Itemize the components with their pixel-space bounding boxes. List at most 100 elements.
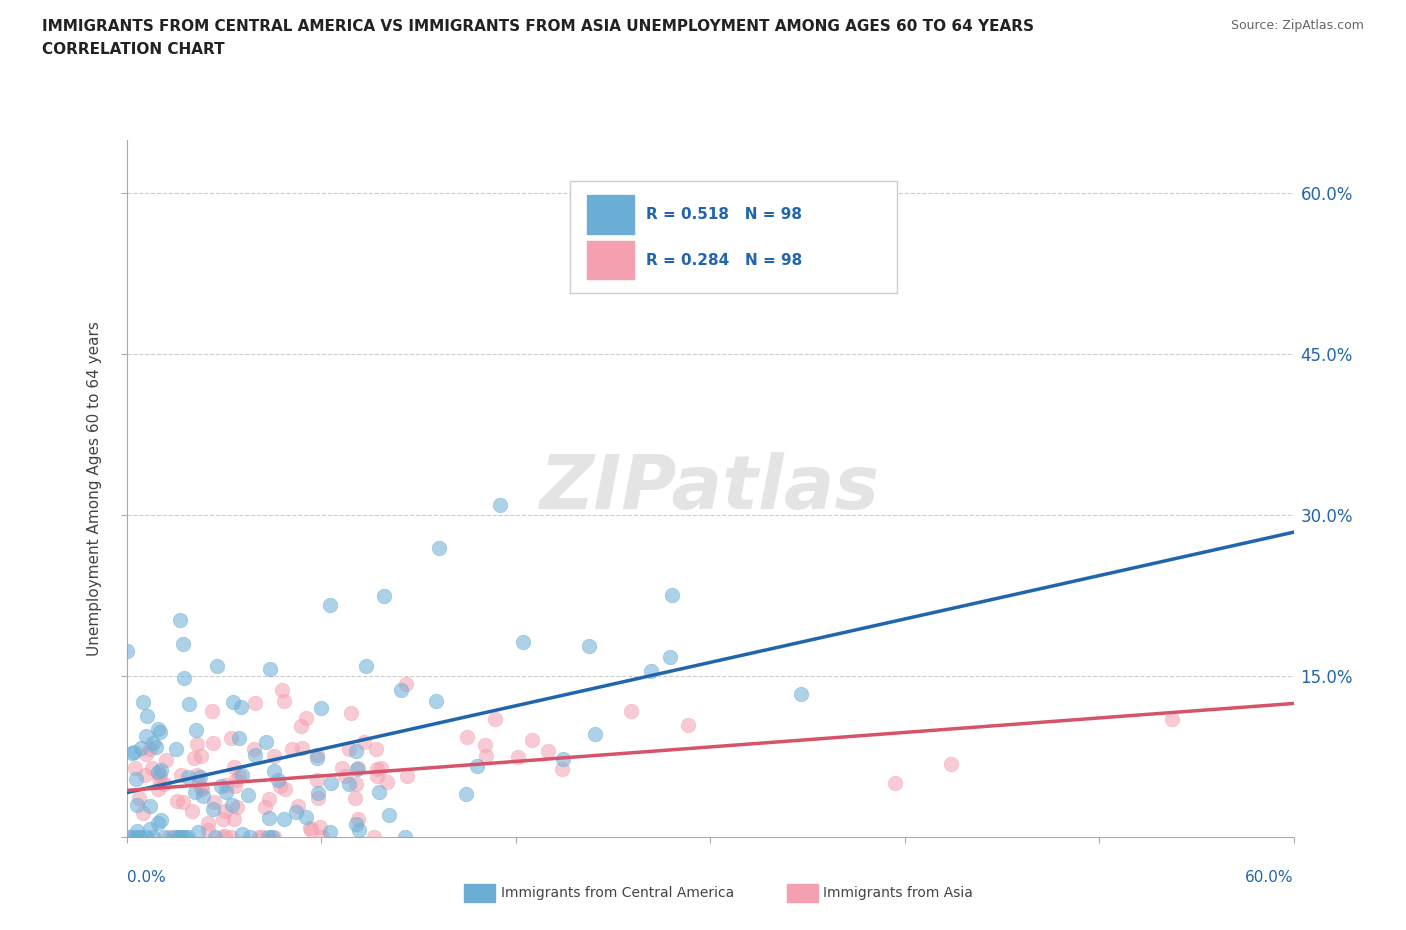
Point [340, 706, 363, 721]
Point [309, 819, 332, 834]
Point [172, 636, 194, 651]
Point [124, 761, 146, 776]
Bar [588, 195, 634, 233]
Point [346, 762, 368, 777]
Text: IMMIGRANTS FROM CENTRAL AMERICA VS IMMIGRANTS FROM ASIA UNEMPLOYMENT AMONG AGES : IMMIGRANTS FROM CENTRAL AMERICA VS IMMIG… [42, 19, 1035, 33]
Point [145, 739, 167, 754]
Point [263, 830, 285, 844]
Point [201, 736, 224, 751]
Point [262, 830, 284, 844]
Point [321, 776, 343, 790]
Point [190, 749, 212, 764]
Point [205, 658, 228, 673]
Point [274, 782, 297, 797]
Point [146, 764, 169, 779]
Point [299, 820, 322, 835]
Point [344, 817, 367, 831]
Point [118, 830, 141, 844]
Point [389, 683, 412, 698]
Point [640, 664, 662, 679]
Point [229, 699, 252, 714]
Point [172, 795, 194, 810]
Point [201, 704, 224, 719]
Point [456, 787, 478, 802]
Point [790, 686, 813, 701]
Point [177, 696, 200, 711]
Point [166, 830, 188, 844]
Point [212, 812, 235, 827]
Point [132, 805, 155, 820]
Point [139, 799, 162, 814]
Point [162, 830, 184, 844]
Point [308, 790, 330, 805]
Point [512, 634, 534, 649]
Point [186, 824, 208, 839]
Point [226, 800, 249, 815]
Point [152, 830, 174, 844]
Point [366, 761, 388, 776]
Point [287, 799, 309, 814]
Point [347, 761, 370, 776]
Point [191, 789, 214, 804]
Point [378, 807, 401, 822]
Point [939, 757, 962, 772]
Point [330, 761, 353, 776]
Point [197, 816, 219, 830]
Text: Source: ZipAtlas.com: Source: ZipAtlas.com [1230, 19, 1364, 32]
Text: ZIPatlas: ZIPatlas [540, 452, 880, 525]
Point [177, 769, 200, 784]
Point [183, 751, 205, 765]
Point [273, 812, 295, 827]
Point [188, 769, 211, 784]
Point [142, 830, 165, 844]
Point [257, 810, 280, 825]
Point [202, 801, 225, 816]
Point [364, 741, 387, 756]
Point [121, 746, 143, 761]
Point [366, 769, 388, 784]
Point [166, 830, 188, 844]
Point [155, 752, 177, 767]
Point [172, 830, 194, 844]
Point [263, 749, 285, 764]
Point [318, 824, 340, 839]
Point [150, 813, 173, 828]
Point [165, 741, 187, 756]
Point [353, 735, 375, 750]
Bar [588, 241, 634, 279]
Point [184, 785, 207, 800]
Point [221, 830, 243, 844]
Point [309, 701, 332, 716]
Point [394, 830, 416, 844]
Point [128, 791, 150, 806]
Point [284, 804, 307, 819]
Point [173, 671, 195, 685]
Point [375, 775, 398, 790]
Point [520, 733, 543, 748]
Point [225, 773, 247, 788]
Point [295, 809, 318, 824]
Point [148, 771, 170, 786]
Y-axis label: Unemployment Among Ages 60 to 64 years: Unemployment Among Ages 60 to 64 years [87, 321, 103, 656]
Point [135, 747, 157, 762]
Point [149, 725, 172, 740]
Point [257, 791, 280, 806]
Point [396, 769, 419, 784]
Point [209, 778, 232, 793]
Point [347, 823, 370, 838]
Point [177, 830, 200, 844]
Point [551, 752, 574, 767]
Point [125, 798, 148, 813]
Point [214, 829, 236, 844]
Point [259, 661, 281, 676]
Point [141, 761, 163, 776]
Point [131, 695, 153, 710]
Point [425, 694, 447, 709]
Point [263, 764, 285, 778]
Point [344, 777, 367, 791]
Point [271, 683, 294, 698]
Point [214, 778, 236, 793]
Point [354, 659, 377, 674]
Point [142, 736, 165, 751]
Point [363, 830, 385, 844]
